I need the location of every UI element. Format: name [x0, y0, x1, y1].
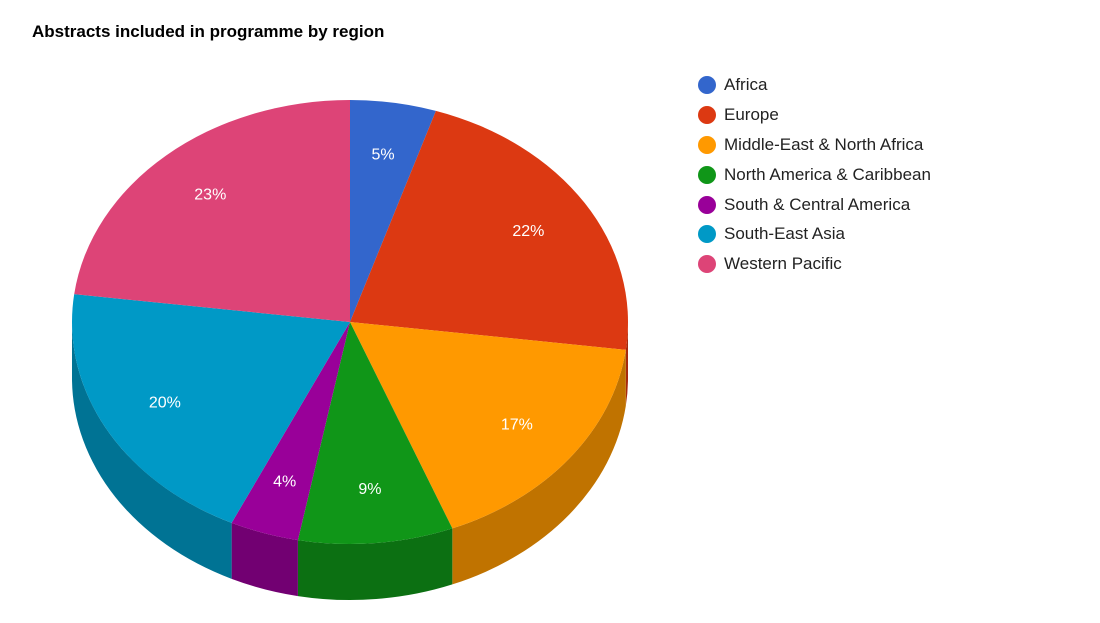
legend-swatch: [698, 255, 716, 274]
chart-title: Abstracts included in programme by regio…: [32, 22, 385, 41]
legend-item[interactable]: Western Pacific: [698, 249, 931, 279]
legend: Africa Europe Middle-East & North Africa No…: [698, 70, 931, 279]
pie-side-2: [452, 349, 626, 585]
legend-label: North America & Caribbean: [724, 164, 931, 184]
slice-label-1: 22%: [512, 223, 544, 240]
legend-label: Western Pacific: [724, 254, 842, 274]
pie-slice-0[interactable]: [350, 100, 436, 322]
pie-slice-1[interactable]: [350, 110, 629, 350]
slice-label-0: 5%: [372, 147, 395, 164]
legend-label: Africa: [724, 74, 768, 94]
legend-label: South-East Asia: [724, 224, 845, 244]
slice-label-2: 17%: [501, 417, 533, 434]
legend-label: Middle-East & North Africa: [724, 134, 924, 154]
legend-swatch: [698, 135, 716, 154]
legend-item[interactable]: South & Central America: [698, 190, 931, 220]
pie-slice-3[interactable]: [297, 322, 453, 545]
legend-item[interactable]: Europe: [698, 100, 931, 130]
legend-label: Europe: [724, 104, 779, 124]
pie-slice-6[interactable]: [74, 100, 350, 322]
pie-slice-5[interactable]: [71, 294, 350, 523]
pie-slice-4[interactable]: [231, 322, 350, 541]
slice-label-4: 4%: [273, 474, 296, 491]
legend-swatch: [698, 105, 716, 124]
slice-label-3: 9%: [358, 481, 381, 498]
pie-side-1: [625, 322, 628, 406]
pie-side-5: [72, 322, 232, 579]
pie-side-4: [231, 522, 298, 597]
slice-label-6: 23%: [194, 187, 226, 204]
legend-item[interactable]: Middle-East & North Africa: [698, 130, 931, 160]
legend-swatch: [698, 195, 716, 214]
legend-item[interactable]: South-East Asia: [698, 219, 931, 249]
pie-slice-2[interactable]: [350, 322, 626, 529]
legend-item[interactable]: Africa: [698, 70, 931, 100]
pie-side-3: [297, 528, 453, 601]
legend-swatch: [698, 165, 716, 184]
legend-label: South & Central America: [724, 194, 911, 214]
legend-item[interactable]: North America & Caribbean: [698, 160, 931, 190]
legend-swatch: [698, 75, 716, 94]
slice-label-5: 20%: [149, 395, 181, 412]
legend-swatch: [698, 225, 716, 244]
